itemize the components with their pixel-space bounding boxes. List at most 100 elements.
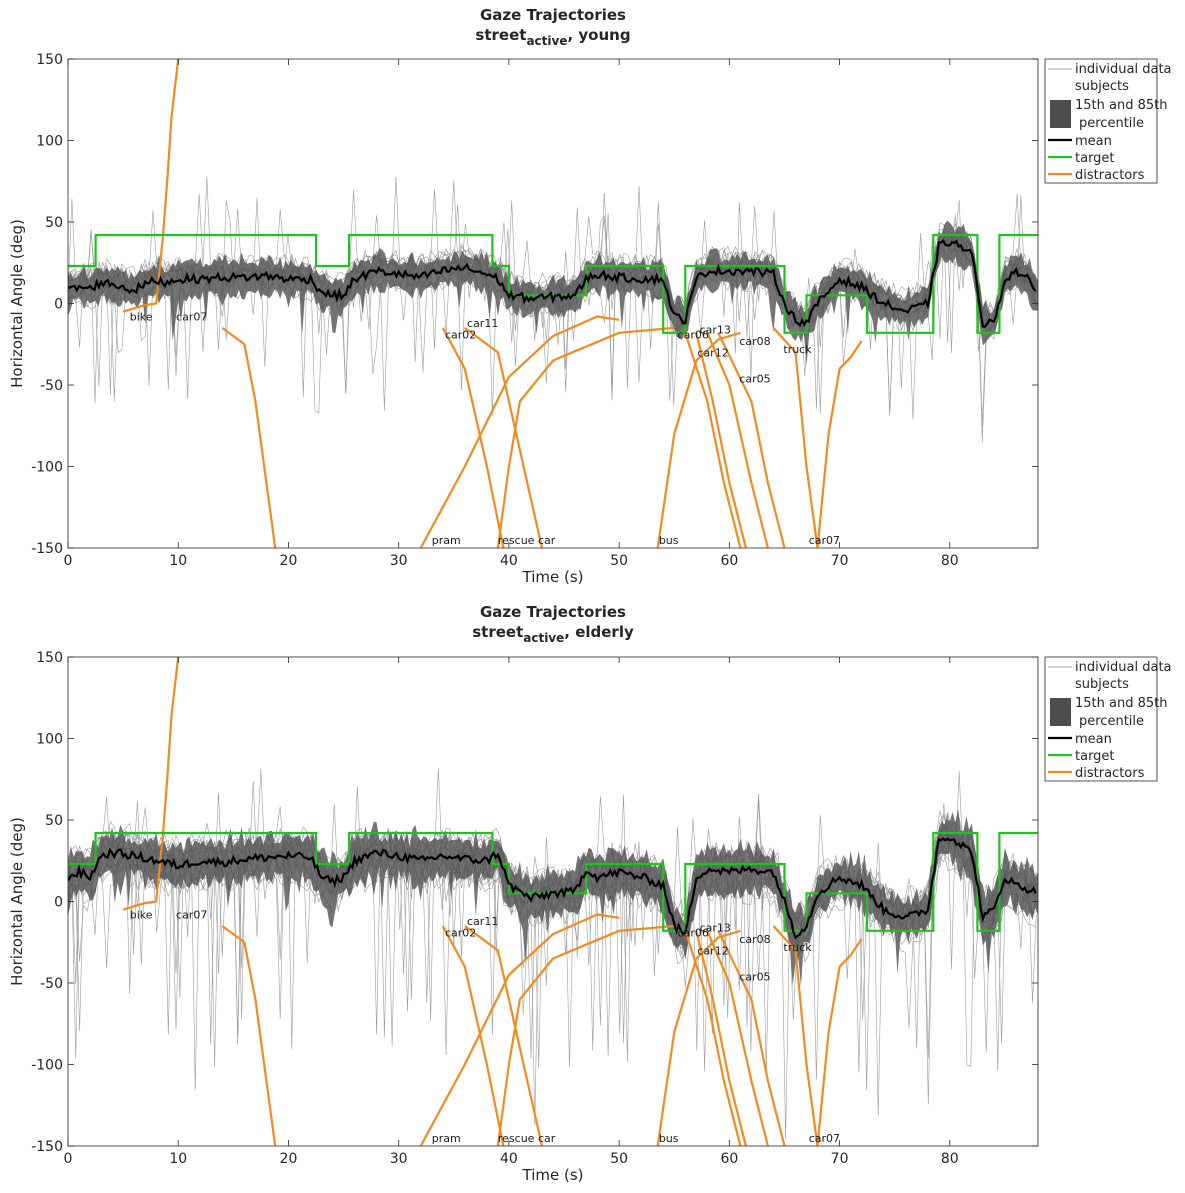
x-tick-label: 70: [831, 1151, 849, 1167]
annotation-label: car12: [697, 944, 728, 957]
annotation-label: car02: [445, 926, 476, 939]
distractor-line-car07: [221, 925, 277, 1146]
annotation-label: car06: [678, 328, 709, 341]
x-tick-label: 20: [280, 1151, 298, 1167]
annotation-label: car08: [739, 335, 770, 348]
plot-area: [68, 59, 1038, 548]
annotation-label: car13: [700, 922, 731, 935]
legend-label: 15th and 85th: [1075, 98, 1167, 113]
legend: individual data subjects 15th and 85th perc…: [1044, 656, 1172, 782]
legend: individual data subjects 15th and 85th perc…: [1044, 58, 1172, 184]
legend-label: individual data: [1075, 660, 1172, 675]
x-tick-label: 80: [941, 553, 959, 569]
annotation-label: car07: [809, 534, 840, 547]
annotation-label: rescue car: [498, 1132, 556, 1145]
x-tick-label: 10: [169, 553, 187, 569]
x-tick-label: 50: [610, 553, 628, 569]
legend-label: target: [1075, 749, 1115, 764]
x-tick-label: 20: [280, 553, 298, 569]
x-tick-label: 60: [720, 553, 738, 569]
annotation-label: car06: [678, 926, 709, 939]
y-axis-label: Horizontal Angle (deg): [8, 219, 26, 388]
distractor-line-car05: [717, 930, 786, 1146]
x-axis-label: Time (s): [522, 568, 584, 586]
chart-subtitle: streetactive, young: [475, 26, 630, 48]
distractor-line-rescue-car: [496, 924, 675, 1146]
y-tick-label: 150: [36, 52, 63, 68]
x-tick-label: 50: [610, 1151, 628, 1167]
distractor-line-car07: [816, 938, 863, 1146]
x-tick-label: 60: [720, 1151, 738, 1167]
mean-line: [68, 837, 1037, 940]
y-tick-label: -50: [40, 976, 63, 992]
annotation-label: car07: [176, 909, 207, 922]
distractor-line-car02: [441, 925, 505, 1146]
distractor-line-car06: [656, 331, 741, 548]
distractor-line-car07: [221, 327, 277, 548]
y-tick-label: -100: [31, 460, 63, 476]
annotation-label: car13: [700, 324, 731, 337]
plot-area: [68, 657, 1038, 1146]
x-tick-label: 0: [64, 553, 73, 569]
distractor-line-bike: [122, 657, 180, 911]
distractor-line-car06: [656, 929, 741, 1146]
legend-label: 15th and 85th: [1075, 696, 1167, 711]
target-line: [68, 233, 1038, 334]
y-tick-label: 0: [54, 297, 63, 313]
annotation-label: car07: [176, 311, 207, 324]
distractor-line-car08: [706, 332, 769, 548]
legend-label: distractors: [1075, 168, 1145, 183]
percentile-band: [68, 808, 1038, 987]
legend-label: percentile: [1079, 116, 1144, 131]
distractor-line-car11: [464, 327, 544, 548]
distractor-line-car05: [717, 332, 786, 548]
y-tick-label: 50: [45, 215, 63, 231]
distractor-line-truck: [772, 925, 819, 1146]
annotation-label: rescue car: [498, 534, 556, 547]
x-axis-label: Time (s): [522, 1166, 584, 1184]
annotation-label: bike: [130, 311, 153, 324]
distractor-line-car13: [684, 332, 742, 548]
annotation-label: car02: [445, 328, 476, 341]
annotation-label: pram: [432, 534, 461, 547]
annotation-label: car11: [467, 317, 498, 330]
legend-label: distractors: [1075, 766, 1145, 781]
y-tick-label: 50: [45, 813, 63, 829]
legend-label: subjects: [1075, 79, 1129, 94]
distractor-line-car12: [695, 332, 747, 548]
distractor-line-bike: [122, 59, 180, 313]
target-line: [68, 831, 1038, 932]
y-tick-label: -100: [31, 1058, 63, 1074]
distractor-line-truck: [772, 327, 819, 548]
y-tick-label: 100: [36, 134, 63, 150]
annotation-label: bus: [659, 1132, 679, 1145]
distractor-line-car13: [684, 930, 742, 1146]
annotation-label: bike: [130, 909, 153, 922]
legend-swatch-band: [1050, 698, 1071, 726]
annotation-label: pram: [432, 1132, 461, 1145]
annotation-label: car12: [697, 346, 728, 359]
x-tick-label: 40: [500, 553, 518, 569]
chart-title: Gaze Trajectories: [480, 6, 626, 24]
x-tick-label: 30: [390, 1151, 408, 1167]
x-tick-label: 40: [500, 1151, 518, 1167]
x-tick-label: 0: [64, 1151, 73, 1167]
legend-label: target: [1075, 151, 1115, 166]
chart-subtitle: streetactive, elderly: [472, 623, 634, 645]
x-tick-label: 70: [831, 553, 849, 569]
distractor-line-pram: [419, 913, 620, 1146]
y-tick-label: 100: [36, 732, 63, 748]
annotation-label: truck: [783, 343, 812, 356]
annotation-label: truck: [783, 941, 812, 954]
annotation-label: bus: [659, 534, 679, 547]
legend-label: percentile: [1079, 714, 1144, 729]
mean-line: [68, 239, 1037, 328]
individual-subject-line: [68, 200, 1037, 443]
percentile-band: [68, 220, 1038, 366]
y-tick-label: -50: [40, 378, 63, 394]
annotation-label: car11: [467, 915, 498, 928]
legend-label: individual data: [1075, 62, 1172, 77]
distractor-line-car08: [706, 930, 769, 1146]
